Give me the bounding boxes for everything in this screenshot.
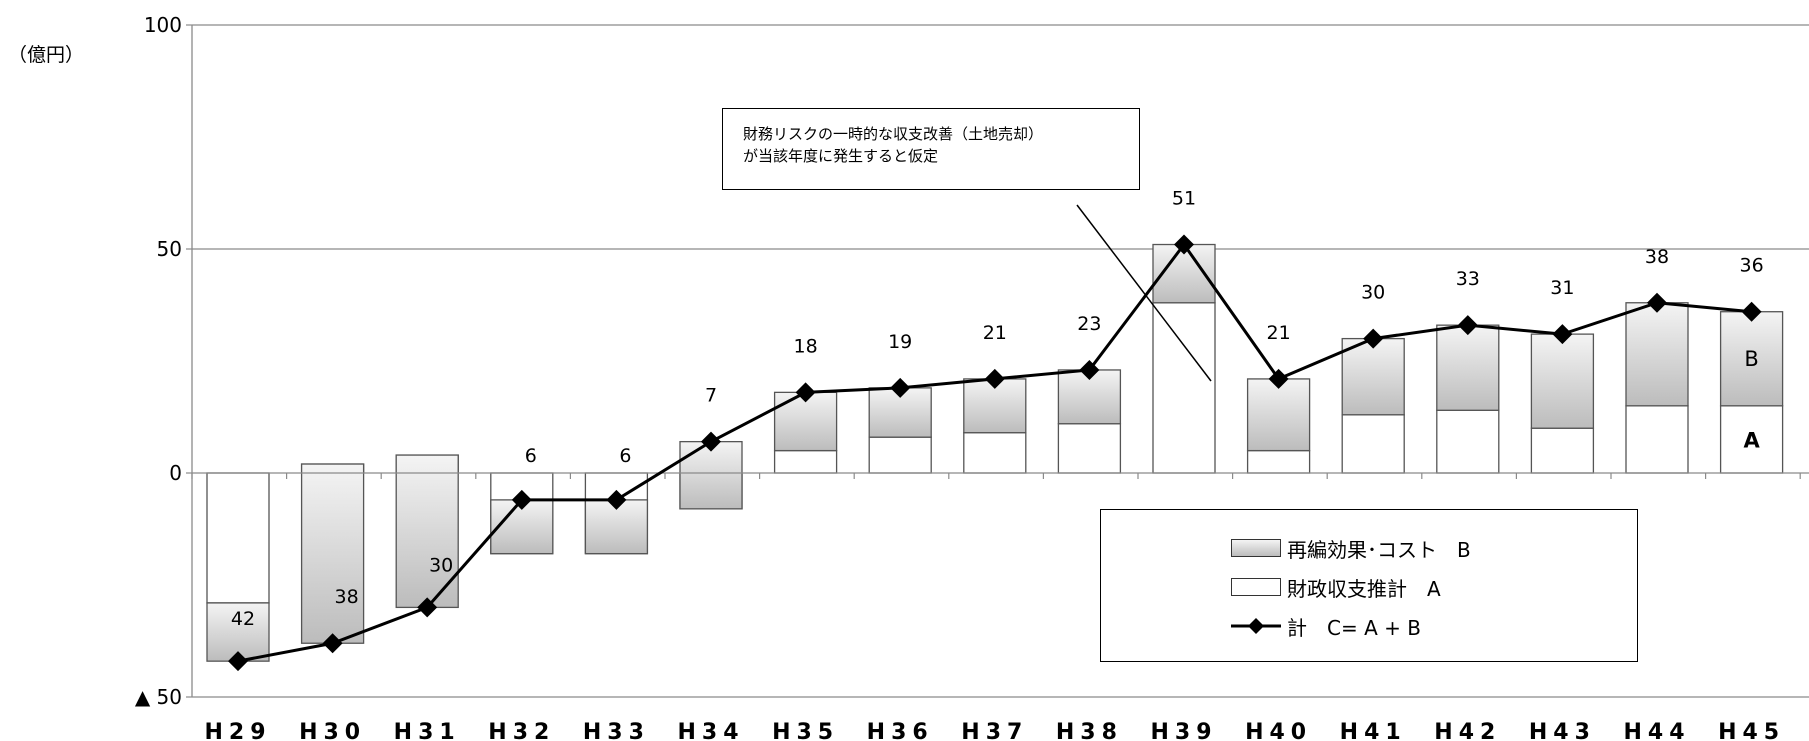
annotation-line-2: が当該年度に発生すると仮定 <box>743 147 939 165</box>
x-tick-label: H39 <box>1150 720 1217 741</box>
y-axis-unit: （億円） <box>8 44 84 66</box>
annotation-line-1: 財務リスクの一時的な収支改善（土地売却） <box>743 125 1044 143</box>
bar-a <box>1152 302 1216 474</box>
bar-b <box>1341 337 1405 416</box>
data-label: 38 <box>335 586 359 608</box>
x-tick-label: H43 <box>1529 720 1596 741</box>
legend-label-c: 計 C= A + B <box>1287 615 1421 640</box>
total-marker <box>1741 301 1762 322</box>
x-tick-label: H41 <box>1340 720 1407 741</box>
bar-b <box>679 440 743 510</box>
bar-a <box>1057 423 1122 474</box>
y-tick-label: 100 <box>144 13 182 37</box>
bar-b <box>1530 333 1595 429</box>
x-tick-label: H32 <box>488 720 555 741</box>
data-label: 18 <box>794 335 818 357</box>
total-marker <box>322 633 343 654</box>
data-label: 6 <box>525 445 537 467</box>
bar-b <box>1436 324 1500 411</box>
legend-label-a: 財政収支推計 A <box>1287 576 1441 601</box>
bar-a <box>868 436 932 474</box>
legend-item-b: 再編効果･コスト B <box>1231 533 1471 563</box>
bar-b <box>1246 378 1311 452</box>
total-marker <box>701 431 721 452</box>
annotation-box: 財務リスクの一時的な収支改善（土地売却） が当該年度に発生すると仮定 <box>722 108 1140 190</box>
total-marker <box>1457 315 1478 336</box>
bar-b <box>395 454 459 609</box>
total-marker <box>1079 359 1100 380</box>
data-label: 42 <box>231 608 255 630</box>
total-marker <box>1552 324 1573 345</box>
total-marker <box>795 382 816 403</box>
data-label: 7 <box>705 385 717 407</box>
bar-a <box>1246 449 1311 474</box>
bar-b <box>1625 302 1689 407</box>
total-marker <box>1174 234 1194 255</box>
data-label: 31 <box>1550 277 1574 299</box>
x-tick-label: H44 <box>1623 720 1690 741</box>
bar-a <box>1341 414 1405 474</box>
total-marker <box>606 489 627 510</box>
data-label: 30 <box>1361 282 1385 304</box>
data-label: 51 <box>1172 188 1196 210</box>
x-tick-label: H45 <box>1718 720 1785 741</box>
total-marker <box>228 651 248 672</box>
total-marker <box>984 368 1005 389</box>
bar-a <box>206 472 270 604</box>
x-tick-label: H36 <box>867 720 934 741</box>
data-label: 6 <box>619 445 631 467</box>
x-tick-label: H38 <box>1056 720 1123 741</box>
bar-a <box>1530 427 1595 474</box>
data-label: 21 <box>1267 322 1291 344</box>
data-label: 19 <box>888 331 912 353</box>
y-tick-label: ▲ 50 <box>135 685 182 709</box>
total-marker <box>1647 292 1667 313</box>
legend-swatch-a <box>1231 578 1281 596</box>
total-marker <box>1363 328 1384 349</box>
bar-a <box>1436 409 1500 474</box>
x-tick-label: H30 <box>299 720 366 741</box>
segment-label-b: B <box>1744 347 1758 371</box>
y-tick-label: 50 <box>157 237 182 261</box>
x-tick-label: H29 <box>204 720 271 741</box>
bar-b <box>300 463 365 644</box>
x-tick-label: H42 <box>1434 720 1501 741</box>
x-tick-label: H31 <box>394 720 461 741</box>
legend-swatch-b <box>1231 539 1281 557</box>
legend-label-b: 再編効果･コスト B <box>1287 537 1471 562</box>
annotation-pointer <box>1076 204 1212 382</box>
total-marker <box>417 597 438 618</box>
data-label: 33 <box>1456 268 1480 290</box>
legend-line-c <box>1231 618 1281 634</box>
x-tick-label: H33 <box>583 720 650 741</box>
x-tick-label: H35 <box>772 720 839 741</box>
bar-a <box>1625 405 1689 474</box>
bar-a <box>773 449 838 474</box>
x-tick-label: H40 <box>1245 720 1312 741</box>
x-tick-label: H34 <box>677 720 744 741</box>
data-label: 23 <box>1077 313 1101 335</box>
x-tick-label: H37 <box>961 720 1028 741</box>
legend-item-a: 財政収支推計 A <box>1231 572 1441 602</box>
legend: 再編効果･コスト B 財政収支推計 A 計 C= A + B <box>1100 509 1638 662</box>
data-label: 38 <box>1645 246 1669 268</box>
legend-item-c: 計 C= A + B <box>1231 611 1421 641</box>
y-tick-label: 0 <box>169 461 182 485</box>
bar-a <box>963 432 1027 474</box>
data-label: 30 <box>429 554 453 576</box>
total-marker <box>890 377 911 398</box>
total-marker <box>1268 368 1289 389</box>
segment-label-a: A <box>1743 428 1760 452</box>
data-label: 21 <box>983 322 1007 344</box>
data-label: 36 <box>1740 255 1764 277</box>
total-marker <box>511 489 532 510</box>
